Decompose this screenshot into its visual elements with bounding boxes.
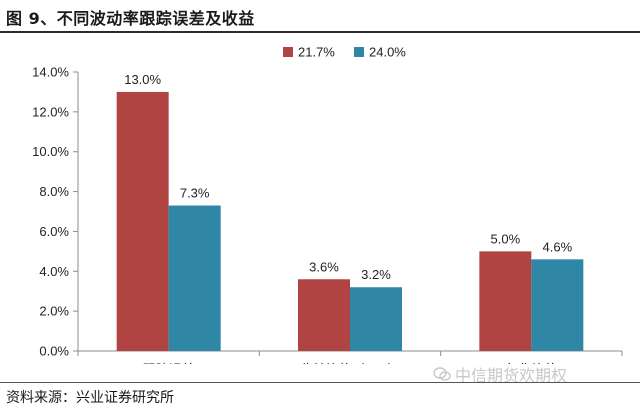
source-note: 资料来源：兴业证券研究所 <box>6 390 174 406</box>
data-label: 3.6% <box>309 259 339 274</box>
bar-1-3 <box>479 251 532 351</box>
watermark: 中信期货欢期权 <box>433 362 567 386</box>
legend-label-2: 24.0% <box>369 45 406 60</box>
legend: 21.7% 24.0% <box>283 45 406 60</box>
bars <box>116 91 584 351</box>
y-tick-label: 0.0% <box>39 344 69 359</box>
watermark-text: 中信期货欢期权 <box>455 366 568 385</box>
legend-swatch-2 <box>354 47 364 57</box>
y-tick-label: 12.0% <box>32 104 69 119</box>
x-category-label: 跟踪误差 <box>143 363 195 364</box>
bar-2-3 <box>531 259 584 351</box>
bar-2-1 <box>168 205 221 351</box>
data-labels: 13.0% 7.3% 3.6% 3.2% 5.0% 4.6% <box>124 72 572 282</box>
y-tick-label: 2.0% <box>39 304 69 319</box>
y-tick-label: 8.0% <box>39 184 69 199</box>
title-divider <box>0 31 640 33</box>
y-tick-label: 4.0% <box>39 264 69 279</box>
data-label: 13.0% <box>124 72 161 87</box>
y-tick-label: 10.0% <box>32 144 69 159</box>
bar-1-1 <box>116 91 169 351</box>
data-label: 5.0% <box>491 231 521 246</box>
y-tick-label: 6.0% <box>39 224 69 239</box>
data-label: 4.6% <box>543 239 573 254</box>
source-divider <box>0 382 640 383</box>
figure-title: 图 9、不同波动率跟踪误差及收益 <box>6 9 255 28</box>
bar-chart: 0.0% 2.0% 4.0% 6.0% 8.0% 10.0% 12.0% 14.0% 跟踪误差 收… <box>32 45 623 364</box>
bar-2-2 <box>350 287 402 351</box>
bar-1-2 <box>298 279 350 351</box>
data-label: 3.2% <box>361 267 391 282</box>
wechat-icon <box>433 367 451 381</box>
x-category-label: 年化均值 <box>505 362 557 364</box>
x-category-label: 收益均值（*10） <box>299 362 400 364</box>
data-label: 7.3% <box>180 186 210 201</box>
y-tick-label: 14.0% <box>32 65 69 80</box>
legend-label-1: 21.7% <box>298 45 335 60</box>
legend-swatch-1 <box>283 47 293 57</box>
